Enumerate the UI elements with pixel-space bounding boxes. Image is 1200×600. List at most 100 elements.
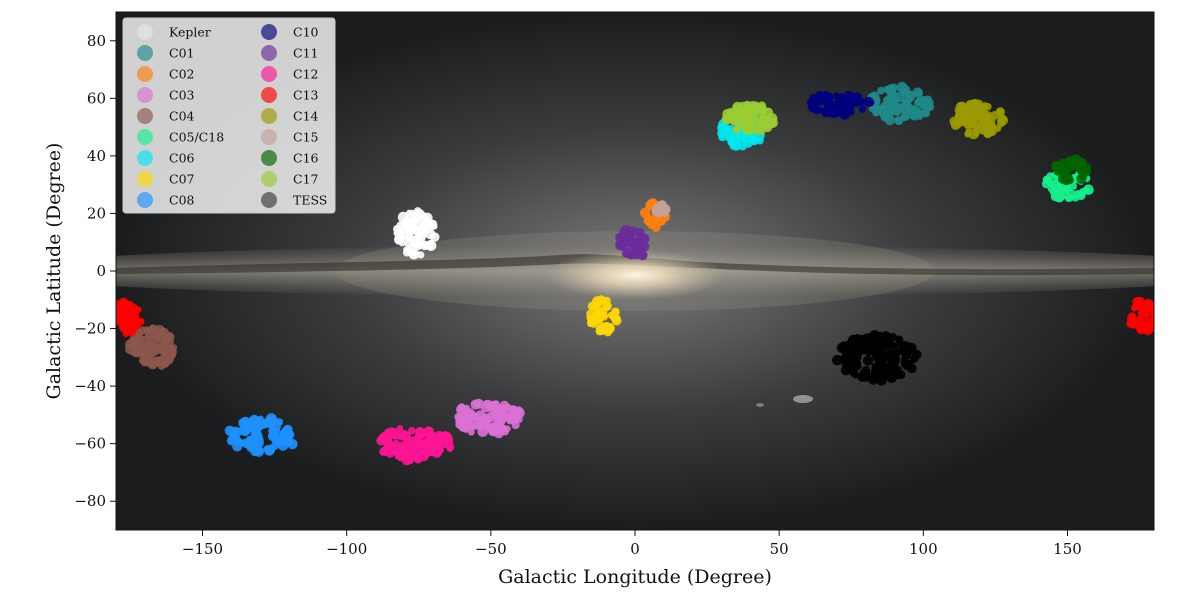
legend-marker (261, 150, 277, 166)
legend-label: Kepler (169, 25, 211, 40)
legend-marker (137, 171, 153, 187)
data-point (1145, 305, 1154, 315)
data-point (1053, 167, 1062, 176)
data-point (871, 362, 880, 371)
data-point (396, 425, 404, 432)
legend-marker (137, 66, 153, 82)
series-c07 (586, 295, 622, 337)
legend: Kepler C01 C02 C03 C04 C05/C18 C06 C07 C08 C10 C11… (122, 17, 336, 214)
series-c10 (806, 90, 875, 120)
data-point (475, 421, 485, 431)
data-point (411, 217, 419, 225)
data-point (500, 400, 509, 410)
data-point (967, 120, 974, 128)
data-point (1079, 187, 1088, 196)
legend-label: C14 (293, 109, 319, 124)
data-point (401, 454, 413, 466)
y-tick-label: 60 (87, 89, 106, 107)
y-tick-label: −80 (74, 492, 106, 510)
data-point (398, 239, 406, 247)
data-point (1050, 191, 1061, 202)
y-tick-label: −20 (74, 320, 106, 338)
x-tick-label: −150 (182, 540, 223, 558)
data-point (487, 426, 499, 437)
data-point (721, 114, 732, 125)
data-point (117, 308, 124, 316)
data-point (891, 358, 900, 367)
data-point (896, 336, 903, 343)
data-point (418, 430, 426, 438)
data-point (152, 356, 163, 367)
data-point (376, 436, 386, 446)
data-point (264, 448, 272, 455)
data-point (812, 106, 822, 115)
data-point (995, 107, 1005, 117)
data-point (824, 91, 831, 98)
data-point (983, 126, 991, 134)
data-point (886, 372, 898, 383)
data-point (247, 437, 257, 446)
data-point (853, 92, 862, 102)
data-point (595, 308, 602, 315)
data-point (751, 119, 758, 127)
y-axis: −80 −60 −40 −20 0 20 40 60 80 (74, 32, 116, 510)
legend-label: C03 (169, 88, 195, 103)
data-point (628, 226, 638, 236)
data-point (228, 430, 235, 438)
data-point (596, 325, 606, 335)
data-layer (116, 81, 1154, 466)
data-point (146, 352, 155, 362)
legend-marker (137, 129, 153, 145)
data-point (1138, 310, 1150, 322)
data-point (988, 122, 997, 131)
data-point (640, 207, 651, 219)
legend-marker (261, 66, 277, 82)
legend-marker (137, 24, 153, 40)
data-point (839, 341, 849, 350)
data-point (750, 113, 759, 122)
data-point (732, 101, 743, 113)
data-point (1138, 320, 1150, 332)
legend-label: C07 (169, 172, 195, 187)
data-point (133, 323, 140, 330)
data-point (120, 303, 129, 312)
data-point (872, 108, 879, 115)
data-point (484, 412, 495, 423)
legend-box (122, 17, 336, 214)
data-point (441, 431, 449, 439)
data-point (745, 106, 755, 116)
data-point (401, 442, 411, 452)
series-kepler (393, 207, 440, 260)
series-c12 (376, 425, 455, 466)
data-point (596, 295, 607, 306)
data-point (809, 93, 818, 103)
data-point (888, 83, 898, 92)
data-point (745, 122, 753, 130)
legend-label: TESS (293, 193, 327, 208)
legend-label: C13 (293, 88, 319, 103)
data-point (483, 399, 493, 409)
data-point (245, 422, 255, 432)
data-point (717, 122, 728, 133)
data-point (849, 344, 857, 352)
data-point (504, 412, 513, 421)
data-point (847, 353, 855, 361)
data-point (612, 308, 620, 316)
legend-label: C15 (293, 130, 318, 145)
data-point (476, 415, 484, 424)
data-point (1066, 160, 1078, 171)
data-point (623, 247, 633, 256)
data-point (279, 436, 288, 445)
data-point (825, 106, 835, 116)
data-point (393, 229, 402, 237)
data-point (757, 118, 764, 126)
data-point (417, 251, 425, 259)
data-point (408, 442, 416, 450)
data-point (1078, 169, 1089, 180)
x-tick-label: −50 (475, 540, 507, 558)
data-point (586, 309, 594, 318)
data-point (998, 114, 1007, 123)
data-point (876, 337, 886, 348)
data-point (256, 433, 263, 440)
data-point (886, 113, 893, 120)
